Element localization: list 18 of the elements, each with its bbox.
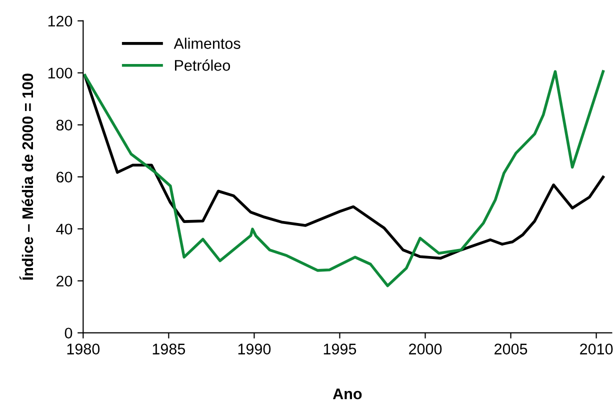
x-tick-label: 1985 bbox=[152, 344, 186, 354]
x-axis-title: Ano bbox=[332, 388, 362, 400]
x-tick-label: 1980 bbox=[67, 344, 100, 354]
y-axis-title: Índice – Média de 2000 = 100 bbox=[19, 74, 34, 280]
y-tick-label: 80 bbox=[56, 120, 72, 131]
x-tick-label: 1990 bbox=[238, 344, 271, 354]
legend-label: Petróleo bbox=[175, 59, 230, 71]
y-tick-label: 40 bbox=[56, 224, 72, 235]
y-tick-label: 0 bbox=[64, 328, 72, 339]
y-tick-label: 100 bbox=[48, 68, 72, 79]
y-tick-label: 120 bbox=[48, 16, 72, 27]
x-tick-label: 2005 bbox=[494, 344, 528, 354]
y-tick-label: 60 bbox=[56, 172, 72, 183]
x-tick-label: 2010 bbox=[580, 344, 613, 354]
y-tick-label: 20 bbox=[56, 276, 72, 287]
legend-label: Alimentos bbox=[174, 38, 240, 49]
x-tick-label: 2000 bbox=[409, 344, 442, 354]
x-tick-label: 1995 bbox=[324, 344, 356, 354]
